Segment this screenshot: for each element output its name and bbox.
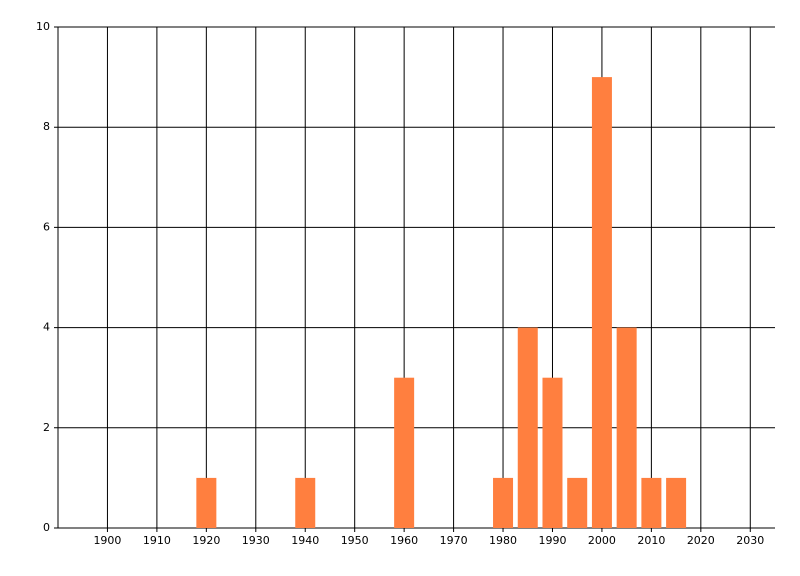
bar	[666, 477, 687, 528]
x-tick-label: 1940	[291, 534, 319, 547]
y-tick-label: 2	[43, 421, 50, 434]
y-tick-label: 4	[43, 321, 50, 334]
x-tick-label: 2030	[736, 534, 764, 547]
bar	[196, 477, 217, 528]
x-tick-label: 1910	[143, 534, 171, 547]
bar	[517, 327, 538, 528]
bar	[394, 377, 415, 528]
bar	[591, 77, 612, 528]
x-tick-label: 2000	[588, 534, 616, 547]
x-tick-label: 1970	[440, 534, 468, 547]
bar	[542, 377, 563, 528]
bar	[493, 477, 514, 528]
x-tick-label: 1990	[538, 534, 566, 547]
y-tick-label: 0	[43, 521, 50, 534]
bar	[567, 477, 588, 528]
x-tick-label: 1900	[93, 534, 121, 547]
y-tick-label: 8	[43, 120, 50, 133]
x-tick-label: 1980	[489, 534, 517, 547]
bar	[295, 477, 316, 528]
x-tick-label: 1930	[242, 534, 270, 547]
x-tick-label: 1950	[341, 534, 369, 547]
y-tick-label: 6	[43, 220, 50, 233]
x-tick-label: 2020	[687, 534, 715, 547]
x-tick-label: 1960	[390, 534, 418, 547]
bar	[641, 477, 662, 528]
x-tick-label: 1920	[192, 534, 220, 547]
x-tick-label: 2010	[637, 534, 665, 547]
bar	[616, 327, 637, 528]
y-tick-label: 10	[36, 20, 50, 33]
